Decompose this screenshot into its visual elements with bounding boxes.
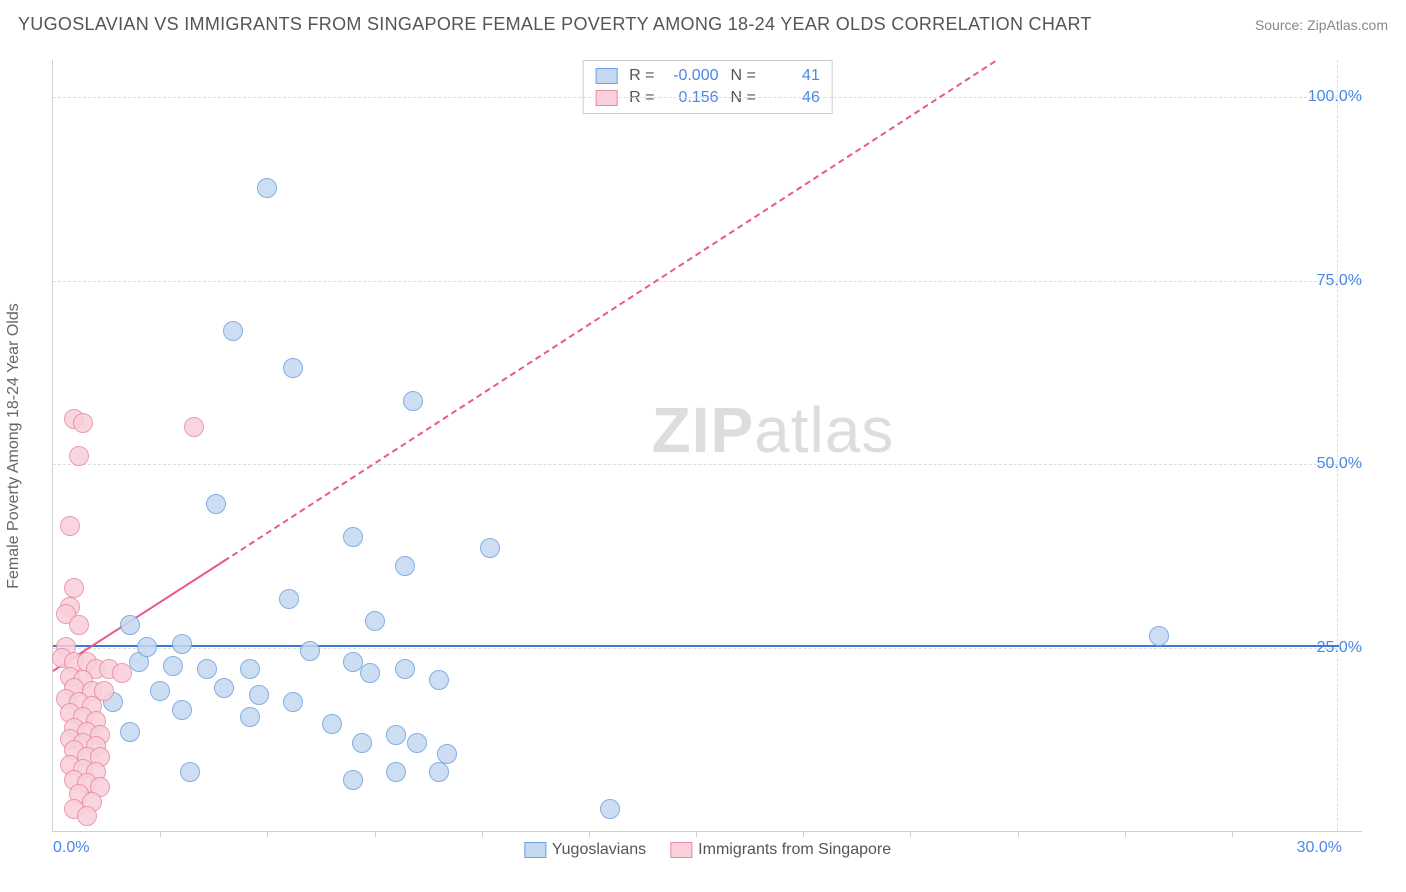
plot-region: ZIPatlas R = -0.000 N = 41 R = 0.156 N =…: [52, 60, 1362, 832]
chart-area: Female Poverty Among 18-24 Year Olds ZIP…: [52, 60, 1362, 832]
trend-line: [53, 645, 1339, 647]
scatter-point: [150, 681, 170, 701]
scatter-point: [429, 762, 449, 782]
scatter-point: [257, 178, 277, 198]
x-tick-mark: [803, 831, 804, 837]
stats-r-value-1: -0.000: [663, 65, 719, 87]
x-tick-mark: [910, 831, 911, 837]
scatter-point: [343, 527, 363, 547]
watermark-bold: ZIP: [652, 394, 755, 466]
gridline-h: [53, 281, 1362, 282]
y-tick-label: 25.0%: [1317, 639, 1362, 657]
scatter-point: [197, 659, 217, 679]
x-tick-mark: [1125, 831, 1126, 837]
stats-n-value-2: 46: [764, 87, 820, 109]
scatter-point: [137, 637, 157, 657]
scatter-point: [64, 578, 84, 598]
x-axis-end-label: 30.0%: [1297, 839, 1342, 857]
scatter-point: [395, 556, 415, 576]
scatter-point: [214, 678, 234, 698]
scatter-point: [69, 446, 89, 466]
x-tick-mark: [1018, 831, 1019, 837]
stats-r-value-2: 0.156: [663, 87, 719, 109]
legend-swatch-1: [524, 842, 546, 858]
stats-box: R = -0.000 N = 41 R = 0.156 N = 46: [582, 60, 833, 114]
scatter-point: [365, 611, 385, 631]
source-label: Source: ZipAtlas.com: [1255, 17, 1388, 33]
scatter-point: [322, 714, 342, 734]
x-tick-mark: [589, 831, 590, 837]
scatter-point: [77, 806, 97, 826]
scatter-point: [184, 417, 204, 437]
y-tick-label: 100.0%: [1308, 88, 1362, 106]
chart-title: YUGOSLAVIAN VS IMMIGRANTS FROM SINGAPORE…: [18, 14, 1092, 35]
legend-label-2: Immigrants from Singapore: [698, 841, 891, 859]
scatter-point: [352, 733, 372, 753]
scatter-point: [283, 692, 303, 712]
y-tick-label: 75.0%: [1317, 272, 1362, 290]
scatter-point: [206, 494, 226, 514]
scatter-point: [120, 722, 140, 742]
legend-item-2: Immigrants from Singapore: [670, 841, 891, 859]
scatter-point: [395, 659, 415, 679]
watermark-light: atlas: [754, 394, 894, 466]
scatter-point: [403, 391, 423, 411]
right-border: [1337, 60, 1338, 831]
x-tick-mark: [1232, 831, 1233, 837]
stats-n-value-1: 41: [764, 65, 820, 87]
stats-row-2: R = 0.156 N = 46: [595, 87, 820, 109]
scatter-point: [283, 358, 303, 378]
scatter-point: [1149, 626, 1169, 646]
gridline-h: [53, 464, 1362, 465]
x-tick-mark: [375, 831, 376, 837]
scatter-point: [249, 685, 269, 705]
scatter-point: [480, 538, 500, 558]
scatter-point: [112, 663, 132, 683]
scatter-point: [429, 670, 449, 690]
scatter-point: [60, 516, 80, 536]
x-tick-mark: [160, 831, 161, 837]
scatter-point: [73, 413, 93, 433]
scatter-point: [180, 762, 200, 782]
stats-r-label: R =: [629, 65, 654, 87]
scatter-point: [300, 641, 320, 661]
scatter-point: [223, 321, 243, 341]
scatter-point: [407, 733, 427, 753]
stats-n-label: N =: [731, 65, 756, 87]
scatter-point: [120, 615, 140, 635]
trend-line-dash: [224, 60, 997, 562]
scatter-point: [163, 656, 183, 676]
x-axis-origin-label: 0.0%: [53, 839, 89, 857]
gridline-h: [53, 648, 1362, 649]
bottom-legend: Yugoslavians Immigrants from Singapore: [524, 841, 891, 859]
legend-swatch-2: [670, 842, 692, 858]
y-axis-label: Female Poverty Among 18-24 Year Olds: [5, 303, 23, 589]
scatter-point: [437, 744, 457, 764]
scatter-point: [600, 799, 620, 819]
scatter-point: [240, 659, 260, 679]
y-tick-label: 50.0%: [1317, 455, 1362, 473]
scatter-point: [343, 770, 363, 790]
scatter-point: [172, 634, 192, 654]
scatter-point: [69, 615, 89, 635]
legend-item-1: Yugoslavians: [524, 841, 646, 859]
swatch-series1: [595, 68, 617, 84]
scatter-point: [279, 589, 299, 609]
stats-n-label2: N =: [731, 87, 756, 109]
scatter-point: [360, 663, 380, 683]
header: YUGOSLAVIAN VS IMMIGRANTS FROM SINGAPORE…: [0, 0, 1406, 43]
x-tick-mark: [482, 831, 483, 837]
gridline-h: [53, 97, 1362, 98]
stats-r-label2: R =: [629, 87, 654, 109]
scatter-point: [172, 700, 192, 720]
legend-label-1: Yugoslavians: [552, 841, 646, 859]
x-tick-mark: [267, 831, 268, 837]
scatter-point: [240, 707, 260, 727]
scatter-point: [386, 725, 406, 745]
scatter-point: [386, 762, 406, 782]
stats-row-1: R = -0.000 N = 41: [595, 65, 820, 87]
x-tick-mark: [696, 831, 697, 837]
swatch-series2: [595, 90, 617, 106]
watermark: ZIPatlas: [652, 393, 895, 467]
